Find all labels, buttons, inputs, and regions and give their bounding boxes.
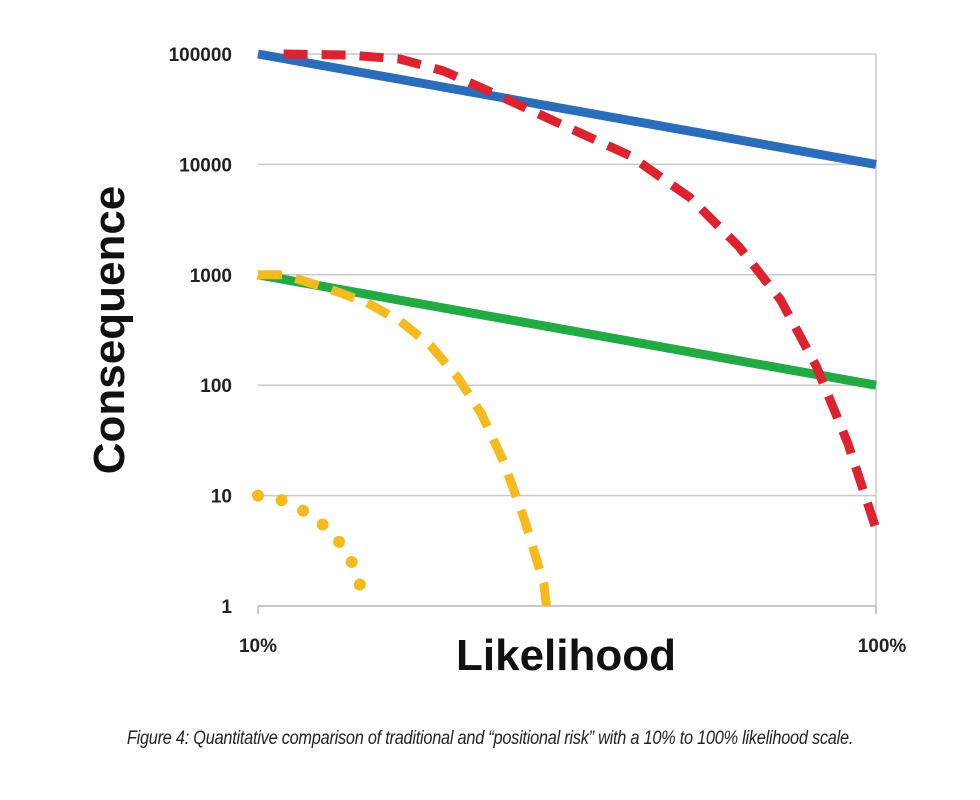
y-tick-label: 1 [221, 597, 232, 618]
axes [257, 54, 877, 614]
y-tick-label: 100000 [169, 45, 232, 66]
x-tick-labels: 10% 100% [239, 636, 906, 657]
risk-chart: 100000 10000 1000 100 10 1 10% 100% Likelihood… [85, 45, 906, 680]
x-tick-label: 10% [239, 636, 277, 657]
figure-caption: Figure 4: Quantitative comparison of tra… [126, 728, 854, 749]
series-line-4 [252, 489, 373, 612]
y-axis-title: Consequence [85, 186, 134, 475]
y-tick-label: 10000 [179, 155, 232, 176]
y-tick-label: 100 [200, 376, 232, 397]
series-line-1 [257, 270, 877, 390]
series-line-0 [257, 49, 877, 169]
x-axis-title: Likelihood [456, 631, 676, 680]
gridlines [258, 53, 876, 497]
series-line-2 [283, 49, 881, 531]
y-tick-label: 10 [211, 487, 232, 508]
series-line-3 [258, 270, 551, 607]
series-lines [252, 49, 881, 612]
x-tick-label: 100% [858, 636, 907, 657]
y-tick-label: 1000 [190, 266, 232, 287]
y-tick-labels: 100000 10000 1000 100 10 1 [169, 45, 233, 618]
